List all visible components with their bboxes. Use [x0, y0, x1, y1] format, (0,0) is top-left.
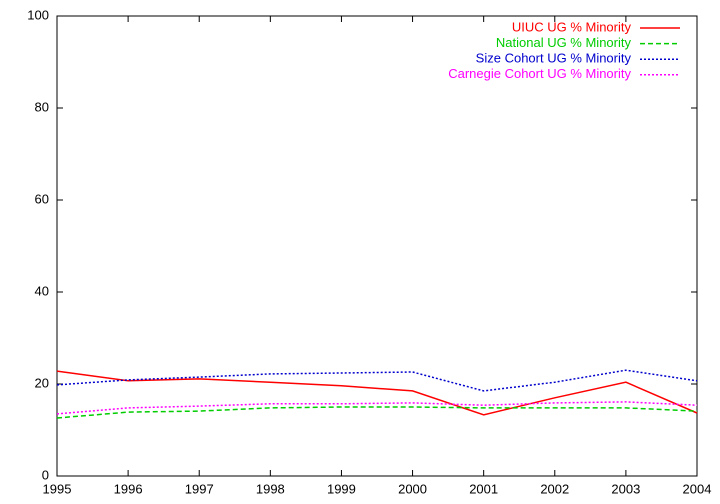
x-tick-label: 2003 — [611, 481, 640, 496]
x-tick-label: 2001 — [469, 481, 498, 496]
series-line — [56, 401, 698, 415]
x-tick-label: 1999 — [327, 481, 356, 496]
series-line — [56, 369, 698, 392]
legend-label: Size Cohort UG % Minority — [476, 51, 632, 66]
y-tick-label: 40 — [35, 283, 49, 298]
x-tick-label: 1995 — [43, 481, 72, 496]
legend-label: National UG % Minority — [496, 35, 632, 50]
x-tick-label: 2002 — [540, 481, 569, 496]
y-tick-label: 20 — [35, 375, 49, 390]
legend-label: UIUC UG % Minority — [512, 19, 632, 34]
plot-frame — [56, 15, 698, 477]
y-tick-label: 0 — [42, 467, 49, 482]
y-tick-label: 60 — [35, 191, 49, 206]
x-tick-label: 1997 — [185, 481, 214, 496]
series-line — [56, 406, 698, 419]
series-line — [56, 370, 698, 416]
y-tick-label: 100 — [27, 7, 49, 22]
x-tick-label: 1998 — [256, 481, 285, 496]
y-tick-label: 80 — [35, 99, 49, 114]
legend-label: Carnegie Cohort UG % Minority — [448, 66, 631, 81]
x-tick-label: 2004 — [683, 481, 712, 496]
x-tick-label: 2000 — [398, 481, 427, 496]
x-tick-label: 1996 — [114, 481, 143, 496]
